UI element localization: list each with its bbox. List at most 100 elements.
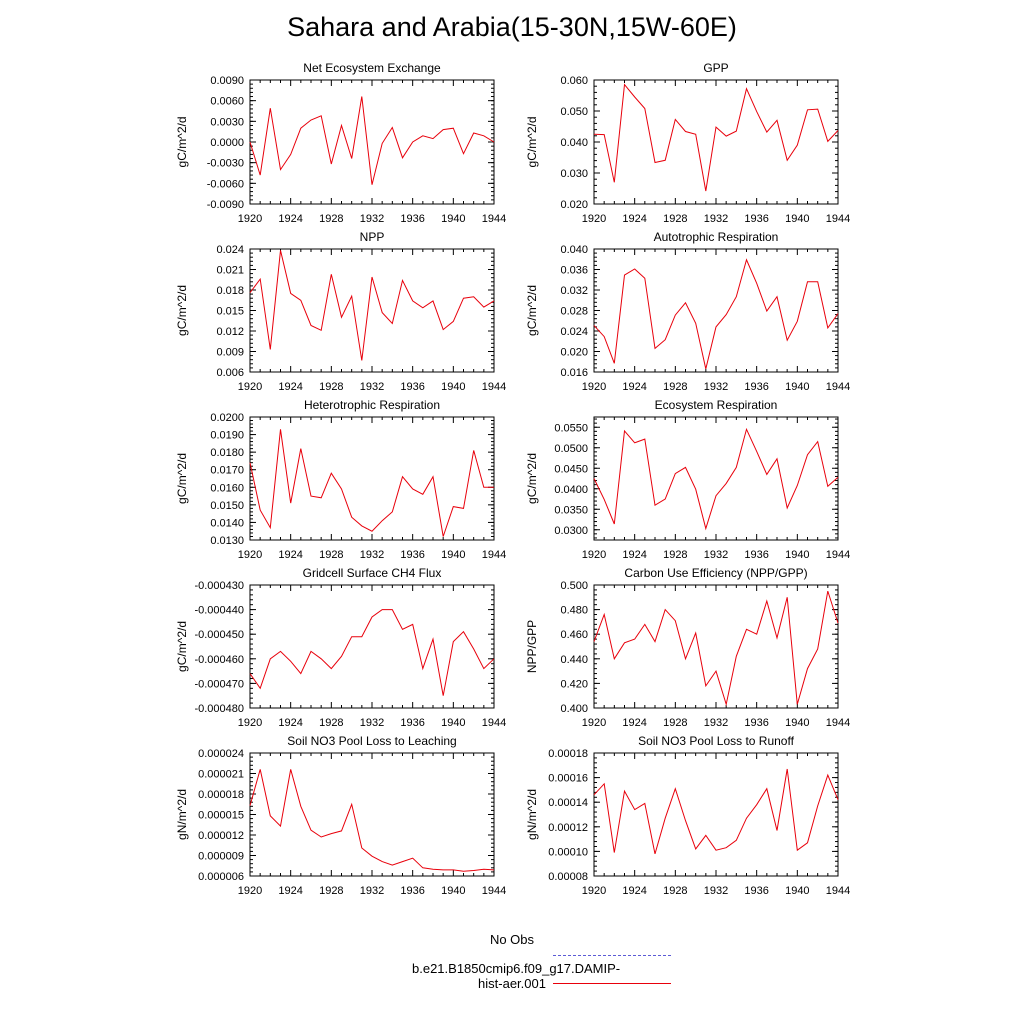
y-tick-label: 0.00008 <box>548 871 588 883</box>
chart-title: Gridcell Surface CH4 Flux <box>303 566 442 580</box>
y-tick-label: 0.0190 <box>210 430 244 442</box>
x-tick-label: 1924 <box>622 549 646 561</box>
x-tick-label: 1924 <box>278 381 302 393</box>
y-axis-label: NPP/GPP <box>525 620 539 673</box>
x-tick-label: 1920 <box>582 885 606 897</box>
chart-panel: Net Ecosystem Exchange gC/m^2/d -0.0090 -0.… <box>175 61 506 225</box>
chart-panel: Soil NO3 Pool Loss to Runoff gN/m^2/d 0.00… <box>525 734 850 897</box>
y-tick-label: 0.006 <box>216 367 244 379</box>
x-tick-label: 1940 <box>441 213 465 225</box>
x-tick-label: 1920 <box>582 213 606 225</box>
chart-panel: Soil NO3 Pool Loss to Leaching gN/m^2/d 0.… <box>175 734 506 897</box>
x-tick-label: 1928 <box>663 381 687 393</box>
x-tick-label: 1928 <box>663 717 687 729</box>
y-tick-label: 0.0200 <box>210 412 244 424</box>
y-tick-label: -0.0090 <box>207 199 244 211</box>
y-tick-label: 0.500 <box>560 580 588 592</box>
x-tick-label: 1924 <box>278 717 302 729</box>
x-tick-label: 1928 <box>319 885 343 897</box>
y-tick-label: 0.0300 <box>554 525 588 537</box>
y-tick-label: 0.00014 <box>548 797 588 809</box>
y-tick-label: -0.000450 <box>194 629 244 641</box>
plot-frame <box>249 752 495 877</box>
y-axis-label: gC/m^2/d <box>175 117 189 168</box>
series-line <box>593 590 839 707</box>
y-tick-label: 0.030 <box>560 168 588 180</box>
chart-panel: Gridcell Surface CH4 Flux gC/m^2/d -0.0004… <box>175 566 506 729</box>
x-tick-label: 1920 <box>238 885 262 897</box>
y-tick-label: 0.020 <box>560 347 588 359</box>
x-tick-label: 1944 <box>826 381 850 393</box>
x-tick-label: 1920 <box>238 381 262 393</box>
y-tick-label: 0.0500 <box>554 443 588 455</box>
figure-title: Sahara and Arabia(15-30N,15W-60E) <box>287 12 737 42</box>
chart-title: GPP <box>703 61 728 75</box>
y-tick-label: 0.000009 <box>198 851 244 863</box>
series-line <box>249 429 494 537</box>
y-tick-label: -0.0030 <box>207 158 244 170</box>
x-tick-label: 1924 <box>622 381 646 393</box>
legend-model-line <box>553 983 671 984</box>
y-tick-label: 0.000012 <box>198 830 244 842</box>
x-tick-label: 1928 <box>319 549 343 561</box>
x-tick-label: 1936 <box>744 549 768 561</box>
y-tick-label: -0.000470 <box>194 678 244 690</box>
y-tick-label: 0.0150 <box>210 500 244 512</box>
y-tick-label: -0.000460 <box>194 654 244 666</box>
x-tick-label: 1932 <box>704 885 728 897</box>
x-tick-label: 1920 <box>238 717 262 729</box>
y-tick-label: 0.000021 <box>198 769 244 781</box>
x-tick-label: 1936 <box>744 381 768 393</box>
y-tick-label: 0.0140 <box>210 517 244 529</box>
y-tick-label: 0.000015 <box>198 810 244 822</box>
x-tick-label: 1928 <box>663 885 687 897</box>
y-tick-label: 0.0130 <box>210 535 244 547</box>
x-tick-label: 1924 <box>278 885 302 897</box>
y-tick-label: 0.0060 <box>210 96 244 108</box>
plot-frame <box>249 248 495 373</box>
chart-panel: Autotrophic Respiration gC/m^2/d 0.016 0.02… <box>525 230 850 393</box>
x-tick-label: 1924 <box>278 549 302 561</box>
x-tick-label: 1928 <box>319 717 343 729</box>
x-tick-label: 1940 <box>785 381 809 393</box>
y-tick-label: 0.0450 <box>554 463 588 475</box>
y-tick-label: 0.028 <box>560 306 588 318</box>
y-tick-label: 0.040 <box>560 244 588 256</box>
y-tick-label: 0.420 <box>560 678 588 690</box>
y-tick-label: 0.00018 <box>548 748 588 760</box>
y-tick-label: 0.018 <box>216 285 244 297</box>
legend-model-label: b.e21.B1850cmip6.f09_g17.DAMIP-hist-aer.… <box>412 961 621 991</box>
series-line <box>249 769 495 872</box>
chart-title: Heterotrophic Respiration <box>304 398 440 412</box>
x-tick-label: 1920 <box>582 381 606 393</box>
x-tick-label: 1936 <box>400 549 424 561</box>
x-tick-label: 1940 <box>441 381 465 393</box>
chart-panel: Heterotrophic Respiration gC/m^2/d 0.0130 0… <box>175 398 506 561</box>
x-tick-label: 1924 <box>622 717 646 729</box>
y-axis-label: gC/m^2/d <box>175 621 189 672</box>
x-tick-label: 1928 <box>319 213 343 225</box>
x-tick-label: 1924 <box>622 213 646 225</box>
y-tick-label: -0.000480 <box>194 703 244 715</box>
plot-frame <box>249 79 495 205</box>
x-tick-label: 1944 <box>482 885 506 897</box>
y-axis-label: gC/m^2/d <box>525 453 539 504</box>
plot-frame <box>593 752 839 877</box>
x-tick-label: 1936 <box>400 717 424 729</box>
series-line <box>593 427 839 531</box>
x-tick-label: 1944 <box>482 381 506 393</box>
series-line <box>249 250 495 361</box>
y-tick-label: 0.009 <box>216 347 244 359</box>
y-tick-label: 0.000024 <box>198 748 244 760</box>
y-tick-label: 0.460 <box>560 629 588 641</box>
plot-frame <box>593 416 839 541</box>
x-tick-label: 1932 <box>360 885 384 897</box>
x-tick-label: 1940 <box>785 885 809 897</box>
x-tick-label: 1940 <box>441 549 465 561</box>
x-tick-label: 1932 <box>704 213 728 225</box>
y-tick-label: -0.000430 <box>194 580 244 592</box>
y-tick-label: 0.00016 <box>548 773 588 785</box>
y-tick-label: -0.000440 <box>194 605 244 617</box>
y-tick-label: 0.00012 <box>548 822 588 834</box>
chart-panel: Ecosystem Respiration gC/m^2/d 0.0300 0.035… <box>525 398 850 561</box>
